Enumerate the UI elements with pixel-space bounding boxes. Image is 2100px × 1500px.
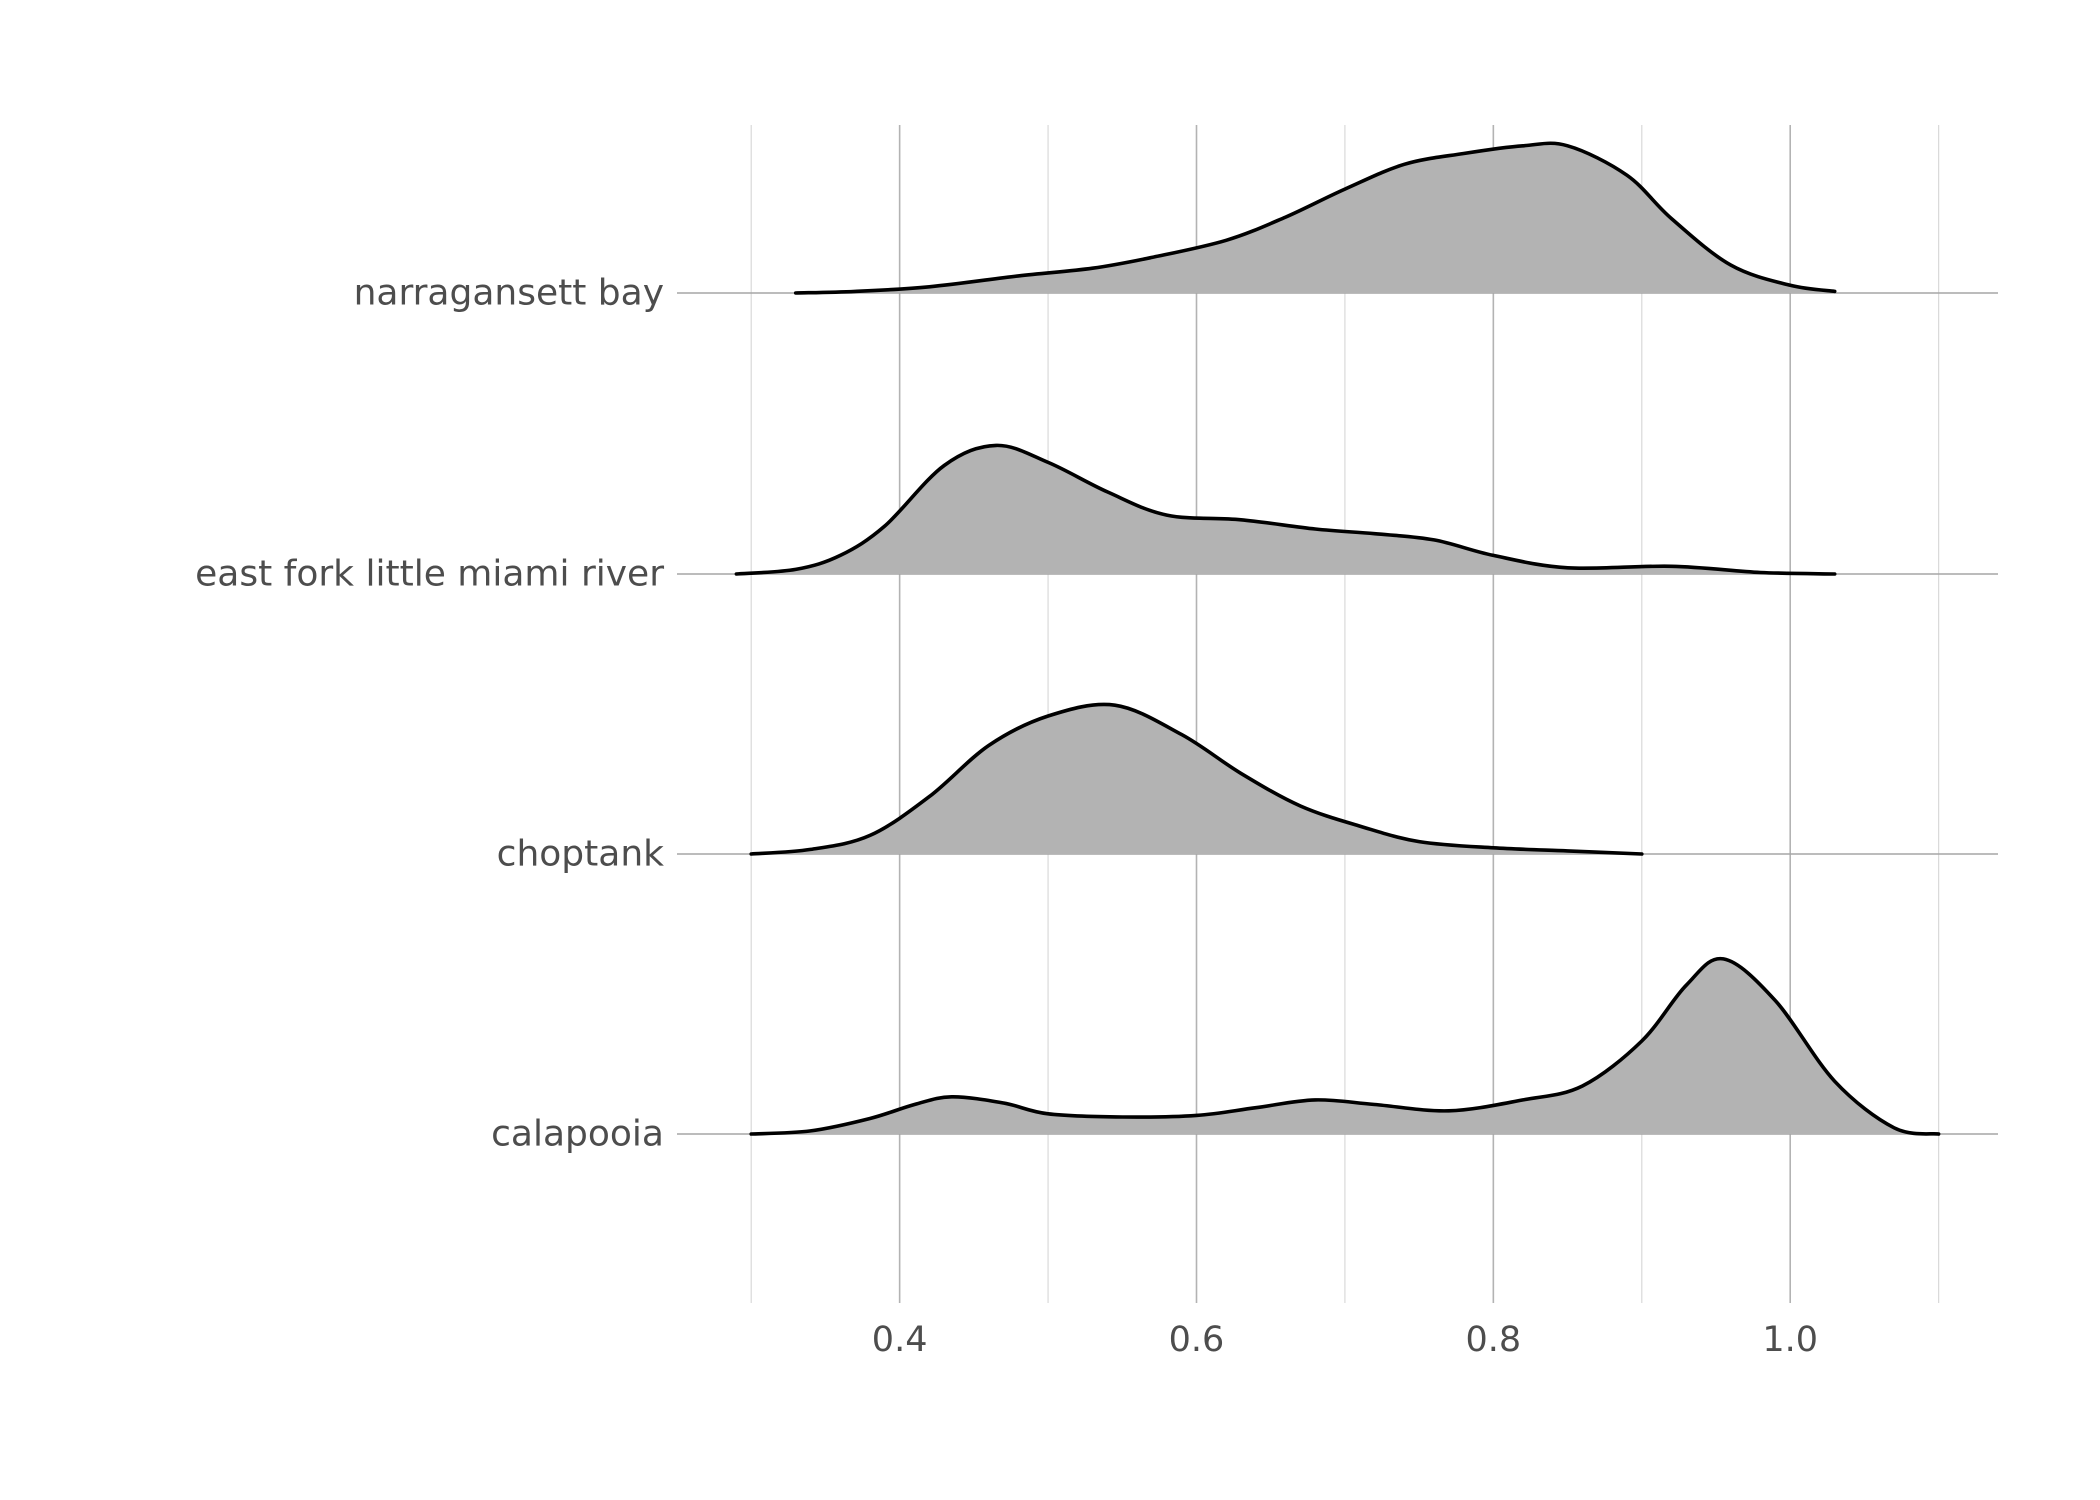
ridge-narragansett-bay [793, 141, 1837, 295]
category-label-east-fork-little-miami-river: east fork little miami river [195, 554, 664, 595]
ridge-fill-narragansett-bay [795, 143, 1835, 293]
category-label-narragansett-bay: narragansett bay [354, 273, 664, 314]
x-tick-label: 0.8 [1466, 1320, 1522, 1360]
ridge-line-choptank [749, 702, 1644, 856]
x-tick-label: 0.4 [872, 1320, 928, 1360]
ridge-fill-calapooia [751, 958, 1939, 1134]
ridge-fill-choptank [751, 704, 1642, 854]
ridge-choptank [749, 702, 1644, 856]
x-tick-label: 0.6 [1169, 1320, 1225, 1360]
ridge-line-calapooia [749, 956, 1941, 1136]
category-labels: narragansett bay east fork little miami r… [195, 273, 664, 1155]
ridge-line-narragansett-bay [793, 141, 1837, 295]
ridge-fill-east-fork-little-miami-river [736, 445, 1835, 574]
ridge-east-fork-little-miami-river [734, 443, 1837, 576]
baseline-layer [677, 292, 1998, 1135]
ridge-calapooia [749, 956, 1941, 1136]
category-label-choptank: choptank [497, 834, 664, 875]
x-tick-labels: 0.4 0.6 0.8 1.0 [872, 1320, 1818, 1360]
ridge-layer [734, 141, 1941, 1136]
ridge-line-east-fork-little-miami-river [734, 443, 1837, 576]
x-tick-label: 1.0 [1762, 1320, 1818, 1360]
category-label-calapooia: calapooia [491, 1114, 664, 1155]
